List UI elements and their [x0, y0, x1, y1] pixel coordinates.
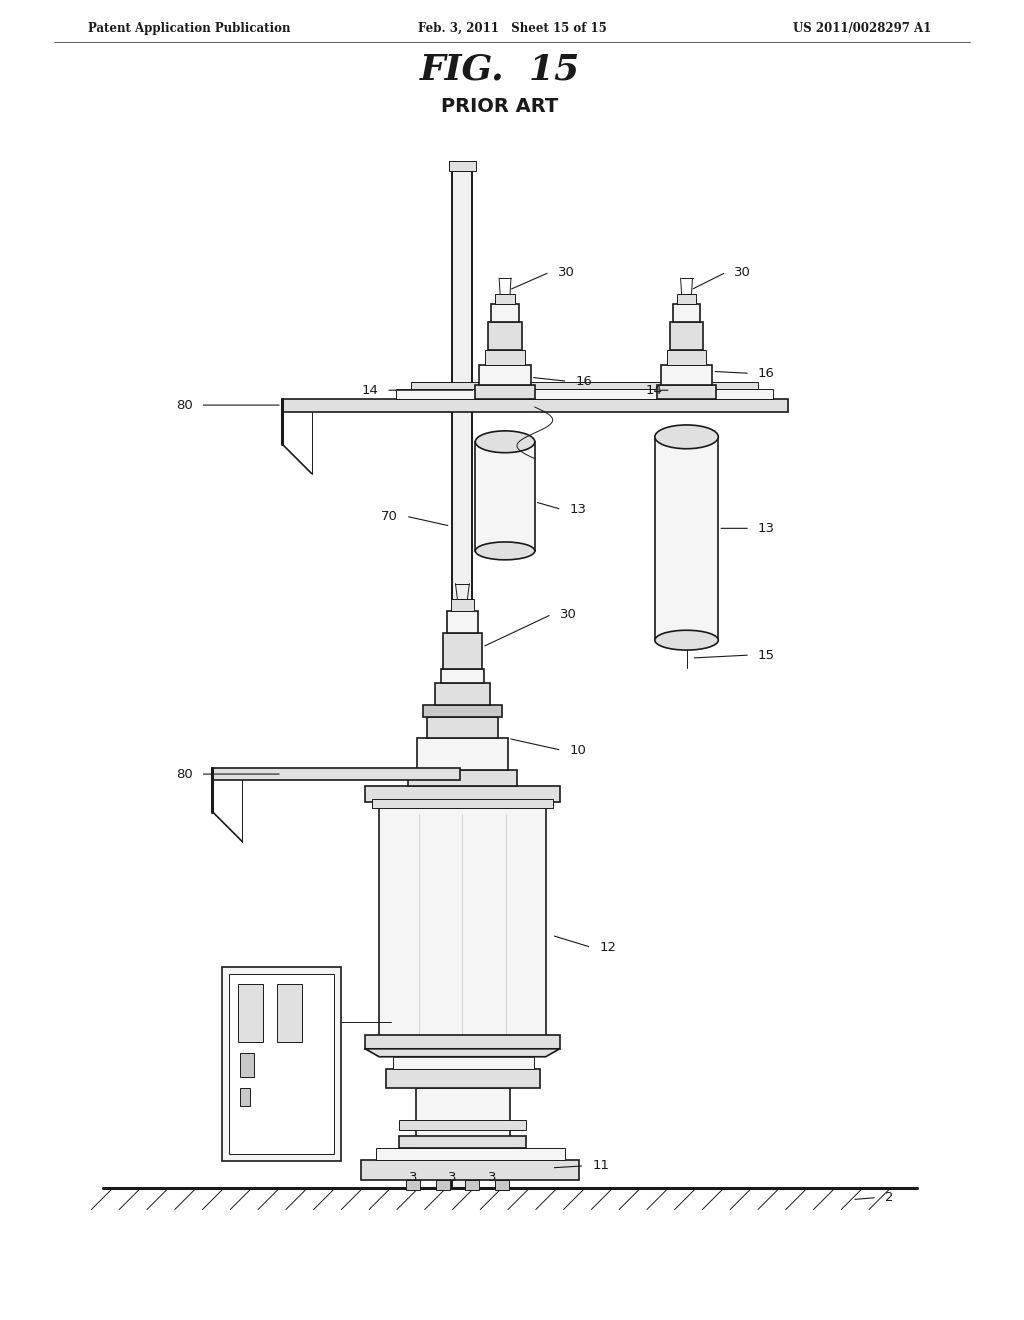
Polygon shape [366, 1049, 559, 1057]
Bar [475, 385, 535, 399]
Text: 30: 30 [558, 265, 574, 279]
Bar [376, 1148, 564, 1160]
Text: 70: 70 [381, 510, 398, 523]
Text: 2: 2 [885, 1191, 894, 1204]
Bar [372, 799, 553, 808]
Bar [361, 1160, 580, 1180]
Bar [475, 442, 535, 550]
Bar [440, 669, 484, 682]
Bar [656, 385, 717, 399]
Bar [366, 785, 559, 801]
Text: PRIOR ART: PRIOR ART [441, 98, 559, 116]
Bar [492, 304, 519, 322]
Bar [241, 1053, 254, 1077]
Bar [229, 974, 335, 1154]
Text: 15: 15 [758, 648, 775, 661]
Text: 16: 16 [575, 375, 592, 388]
Bar [667, 350, 707, 366]
Bar [411, 383, 758, 389]
Text: 12: 12 [599, 941, 616, 954]
Bar [399, 1137, 526, 1148]
Text: 30: 30 [734, 265, 751, 279]
Bar [423, 705, 502, 717]
Bar [416, 1089, 510, 1148]
Bar [442, 634, 482, 669]
Text: 14: 14 [361, 384, 378, 397]
Bar [406, 1180, 420, 1189]
Bar [417, 738, 508, 770]
Bar [660, 366, 713, 385]
Text: 16: 16 [758, 367, 775, 380]
Bar [366, 1035, 559, 1049]
Text: FIG.  15: FIG. 15 [420, 53, 581, 87]
Bar [408, 770, 517, 785]
Bar [673, 304, 700, 322]
Bar [427, 717, 498, 738]
Bar [677, 294, 696, 304]
Text: 13: 13 [758, 521, 775, 535]
Bar [654, 437, 718, 640]
Bar [379, 796, 546, 1039]
Bar [453, 172, 472, 1188]
Bar [434, 682, 490, 705]
Bar [496, 294, 515, 304]
Bar [282, 399, 787, 412]
Text: 3: 3 [409, 1171, 417, 1184]
Bar [479, 366, 530, 385]
Bar [386, 1069, 540, 1089]
Bar [449, 161, 476, 172]
Text: 3: 3 [487, 1171, 497, 1184]
Bar [670, 322, 703, 350]
Ellipse shape [475, 430, 535, 453]
Bar [435, 1180, 450, 1189]
Text: 13: 13 [569, 503, 587, 516]
Bar [451, 599, 474, 611]
Text: 11: 11 [592, 1159, 609, 1172]
Text: US 2011/0028297 A1: US 2011/0028297 A1 [794, 21, 932, 34]
Bar [465, 1180, 479, 1189]
Text: Patent Application Publication: Patent Application Publication [88, 21, 291, 34]
Text: Feb. 3, 2011   Sheet 15 of 15: Feb. 3, 2011 Sheet 15 of 15 [418, 21, 606, 34]
Bar [393, 1057, 534, 1069]
Bar [212, 768, 461, 780]
Bar [222, 968, 341, 1160]
Bar [241, 1089, 250, 1106]
Text: 14: 14 [646, 384, 663, 397]
Bar [446, 611, 478, 634]
Text: 30: 30 [559, 609, 577, 620]
Text: 80: 80 [176, 399, 193, 412]
Bar [496, 1180, 509, 1189]
Ellipse shape [475, 543, 535, 560]
Bar [485, 350, 525, 366]
Text: 3: 3 [449, 1171, 457, 1184]
Bar [488, 322, 522, 350]
Bar [399, 1121, 526, 1130]
Text: 10: 10 [569, 743, 587, 756]
Ellipse shape [654, 425, 718, 449]
Bar [276, 985, 302, 1041]
Ellipse shape [654, 630, 718, 649]
Text: 80: 80 [176, 767, 193, 780]
Bar [239, 985, 263, 1041]
Bar [396, 389, 773, 399]
